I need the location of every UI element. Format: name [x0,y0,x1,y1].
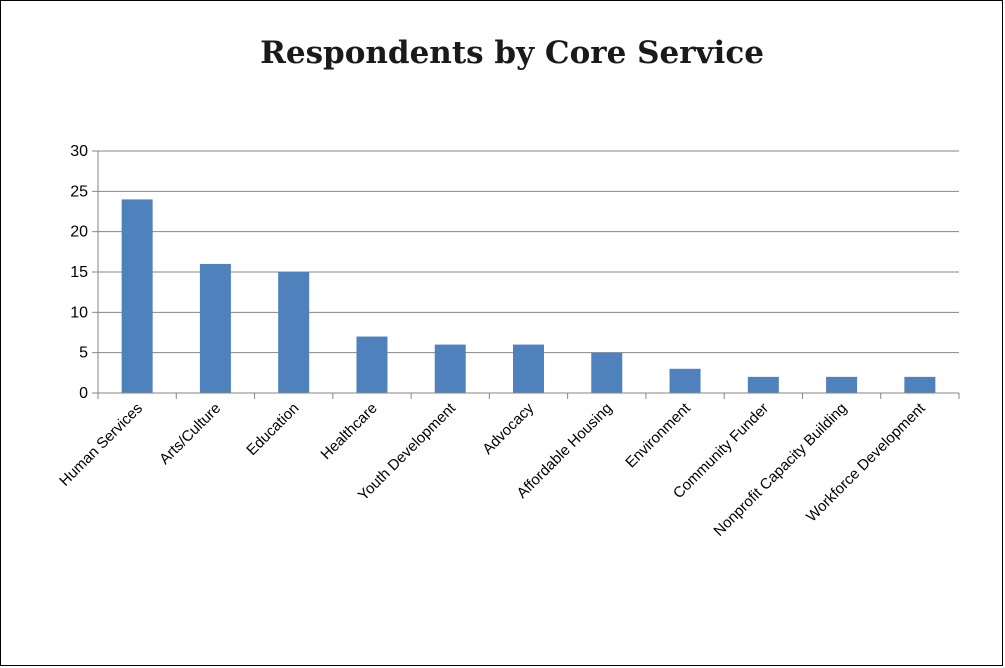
bar [434,344,466,393]
bar [669,368,701,393]
x-tick-label: Arts/Culture [156,400,224,468]
bar [904,376,936,393]
bar [513,344,544,393]
x-tick-label: Environment [622,399,694,471]
y-tick-label: 20 [70,224,88,241]
axes [97,151,960,399]
bar [121,199,153,393]
y-tick-labels: 0 5 10 15 20 25 30 [70,143,88,402]
y-tick-label: 25 [70,183,88,200]
x-tick-label: Healthcare [317,400,380,463]
gridlines [92,150,959,394]
y-tick-label: 5 [79,345,88,362]
x-tick-labels: Human Services Arts/Culture Education Healt… [56,399,929,540]
x-tick-label: Education [243,400,302,459]
x-tick-label: Advocacy [479,399,537,457]
bars [121,199,936,393]
bar [826,376,858,393]
chart-title: Respondents by Core Service [260,35,764,71]
bar [356,336,388,393]
bar [747,376,779,393]
bar [591,352,623,393]
y-tick-label: 10 [70,304,88,321]
x-tick-label: Human Services [56,400,146,490]
y-tick-label: 30 [70,143,88,160]
y-tick-label: 15 [70,264,88,281]
bar [278,272,310,393]
y-tick-label: 0 [79,385,88,402]
x-tick-label: Nonprofit Capacity Building [710,400,850,540]
bar [199,263,231,393]
